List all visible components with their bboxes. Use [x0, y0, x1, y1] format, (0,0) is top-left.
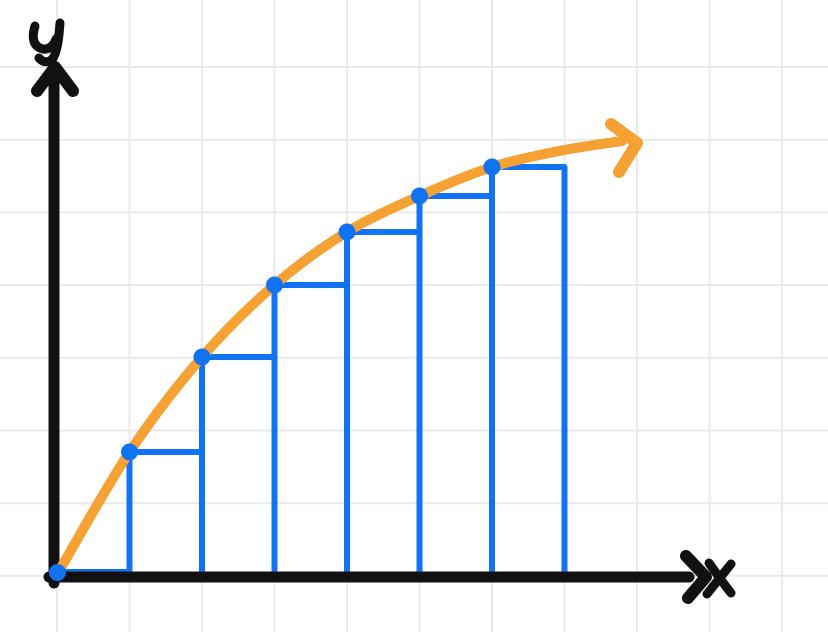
sample-point-dot — [121, 443, 138, 461]
riemann-rectangle — [126, 449, 205, 577]
axes — [31, 61, 712, 604]
y-axis-label — [28, 18, 65, 67]
riemann-staircase — [54, 164, 568, 577]
riemann-rectangle — [344, 229, 423, 577]
sample-point-dot — [411, 187, 428, 205]
sample-point-dot — [338, 223, 356, 241]
sample-point-dot — [49, 564, 66, 581]
curve-path — [54, 136, 627, 576]
x-axis-arrowhead-icon — [680, 550, 712, 604]
x-axis-label — [702, 558, 736, 599]
riemann-rectangle — [489, 164, 568, 577]
riemann-rectangle — [416, 193, 495, 577]
curve-arrowhead-icon — [605, 118, 643, 178]
sample-point-dot — [193, 348, 211, 366]
sample-point-dots — [49, 158, 501, 581]
riemann-rectangle — [199, 354, 278, 577]
sample-point-dot — [266, 276, 283, 294]
function-curve — [54, 118, 643, 576]
sample-point-dot — [483, 158, 501, 176]
y-axis-arrowhead-icon — [31, 61, 79, 97]
axis-labels — [28, 18, 736, 599]
